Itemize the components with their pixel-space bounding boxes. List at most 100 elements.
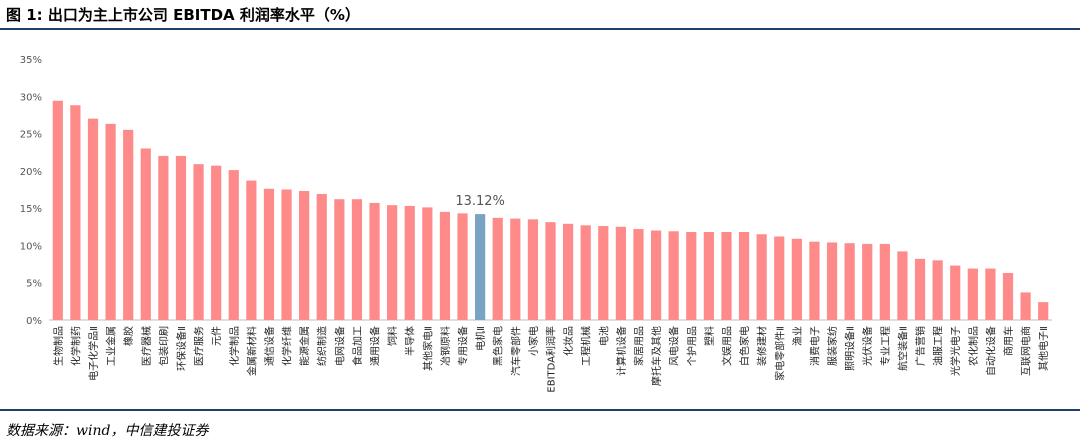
category-label: 渔业 bbox=[792, 326, 804, 346]
category-label: 冶钢原料 bbox=[439, 326, 452, 366]
bar bbox=[123, 129, 134, 320]
chart-title: 图 1: 出口为主上市公司 EBITDA 利润率水平（%） bbox=[6, 6, 360, 24]
category-label: 电池 bbox=[597, 326, 610, 346]
category-label: 电子化学品Ⅱ bbox=[87, 326, 100, 381]
bar bbox=[967, 268, 978, 320]
category-label: 医疗服务 bbox=[193, 326, 206, 366]
y-tick-label: 35% bbox=[20, 55, 42, 66]
bar bbox=[844, 243, 855, 320]
category-label: 黑色家电 bbox=[492, 326, 505, 366]
bar bbox=[791, 238, 802, 320]
category-label: 化妆品 bbox=[562, 326, 575, 356]
category-label: 光伏设备 bbox=[861, 326, 874, 366]
bar-chart: 0% 5% 10% 15% 20% 25% 30% 35% 生物制品 化学制药 电子化学品Ⅱ 工业金… bbox=[20, 55, 1052, 393]
bar bbox=[52, 100, 63, 320]
category-label: 化学制药 bbox=[69, 326, 82, 366]
category-label: 金属新材料 bbox=[245, 326, 258, 376]
bar bbox=[351, 199, 363, 320]
category-label: 消费电子 bbox=[808, 326, 821, 366]
bar bbox=[158, 155, 169, 320]
category-label: 食品加工 bbox=[351, 326, 364, 366]
category-labels: 生物制品 化学制药 电子化学品Ⅱ 工业金属 橡胶 医疗器械 包装印刷 环保设备Ⅱ 医疗服务 元件化… bbox=[52, 326, 1050, 393]
bar-highlight bbox=[475, 214, 486, 320]
category-label: 汽车零部件 bbox=[509, 326, 522, 376]
bar bbox=[721, 232, 732, 320]
bar bbox=[228, 170, 239, 320]
bar bbox=[87, 118, 99, 321]
top-rule bbox=[0, 28, 1080, 30]
bar bbox=[826, 242, 838, 320]
bar bbox=[580, 225, 591, 320]
bar bbox=[774, 236, 785, 320]
category-label: 电机Ⅱ bbox=[474, 326, 487, 351]
category-label: 半导体 bbox=[404, 326, 417, 356]
category-label: 光学光电子 bbox=[949, 326, 962, 376]
y-tick-label: 5% bbox=[26, 279, 42, 290]
category-label: 化学纤维 bbox=[281, 326, 294, 366]
category-label: 计算机设备 bbox=[615, 326, 628, 376]
category-label: 互联网电商 bbox=[1020, 326, 1033, 376]
category-label: 医疗器械 bbox=[140, 326, 153, 366]
y-tick-label: 30% bbox=[20, 92, 42, 103]
bar bbox=[562, 223, 574, 320]
bar bbox=[193, 164, 204, 320]
bar bbox=[914, 258, 926, 320]
bar bbox=[615, 226, 626, 320]
category-label: 风电设备 bbox=[668, 326, 681, 366]
bar bbox=[932, 260, 943, 320]
annotations: 13.12% bbox=[455, 194, 505, 209]
category-label: 其他电子Ⅱ bbox=[1037, 326, 1050, 371]
source-note: 数据来源：wind，中信建投证券 bbox=[6, 423, 209, 439]
category-label: 生物制品 bbox=[52, 326, 65, 366]
bar bbox=[404, 205, 415, 320]
bar bbox=[985, 268, 996, 320]
y-tick-label: 15% bbox=[20, 204, 42, 215]
category-label: 橡胶 bbox=[122, 326, 135, 346]
category-label: 工业金属 bbox=[105, 326, 118, 366]
category-label: 环保设备Ⅱ bbox=[175, 326, 188, 371]
category-label: 专业工程 bbox=[879, 326, 892, 366]
bar bbox=[175, 155, 187, 320]
category-label: 油服工程 bbox=[932, 326, 945, 366]
bar bbox=[897, 251, 908, 320]
category-label: 自动化设备 bbox=[984, 326, 997, 376]
category-label: 照明设备Ⅱ bbox=[844, 326, 857, 371]
bar bbox=[387, 205, 398, 320]
bar bbox=[510, 218, 521, 320]
y-tick-label: 0% bbox=[26, 316, 42, 327]
bar bbox=[527, 219, 539, 320]
category-label: 广告营销 bbox=[914, 326, 927, 366]
bar bbox=[316, 193, 327, 320]
bar bbox=[457, 213, 468, 320]
category-label: 装修建材 bbox=[756, 326, 769, 366]
category-label: 专用设备 bbox=[457, 326, 470, 366]
category-label: 农化制品 bbox=[967, 326, 980, 366]
category-label: 航空装备Ⅱ bbox=[896, 326, 909, 371]
category-label: 通用设备 bbox=[369, 326, 382, 366]
category-label: 家电零部件Ⅱ bbox=[773, 326, 786, 381]
bar bbox=[1038, 302, 1049, 320]
bars bbox=[52, 100, 1049, 321]
category-label: 工程机械 bbox=[580, 326, 593, 366]
category-label: 白色家电 bbox=[738, 326, 751, 366]
bar bbox=[703, 232, 714, 320]
y-tick-label: 20% bbox=[20, 167, 42, 178]
category-label: 个护用品 bbox=[685, 326, 698, 366]
bar bbox=[633, 229, 644, 320]
category-label: 商用车 bbox=[1002, 326, 1015, 356]
bar bbox=[439, 211, 451, 320]
bar bbox=[598, 226, 609, 320]
bottom-rule bbox=[0, 409, 1080, 411]
category-label: 塑料 bbox=[703, 326, 716, 346]
highlight-value-label: 13.12% bbox=[455, 194, 505, 209]
category-label: 小家电 bbox=[527, 326, 540, 356]
bar bbox=[686, 232, 697, 320]
category-label: 能源金属 bbox=[298, 326, 311, 366]
bar bbox=[950, 265, 961, 320]
category-label: 纺织制造 bbox=[316, 326, 329, 366]
category-label: 通信设备 bbox=[263, 326, 276, 366]
bar bbox=[211, 165, 222, 320]
bar bbox=[809, 241, 820, 320]
category-label: 服装家纺 bbox=[826, 326, 839, 366]
category-label: 元件 bbox=[211, 326, 223, 346]
